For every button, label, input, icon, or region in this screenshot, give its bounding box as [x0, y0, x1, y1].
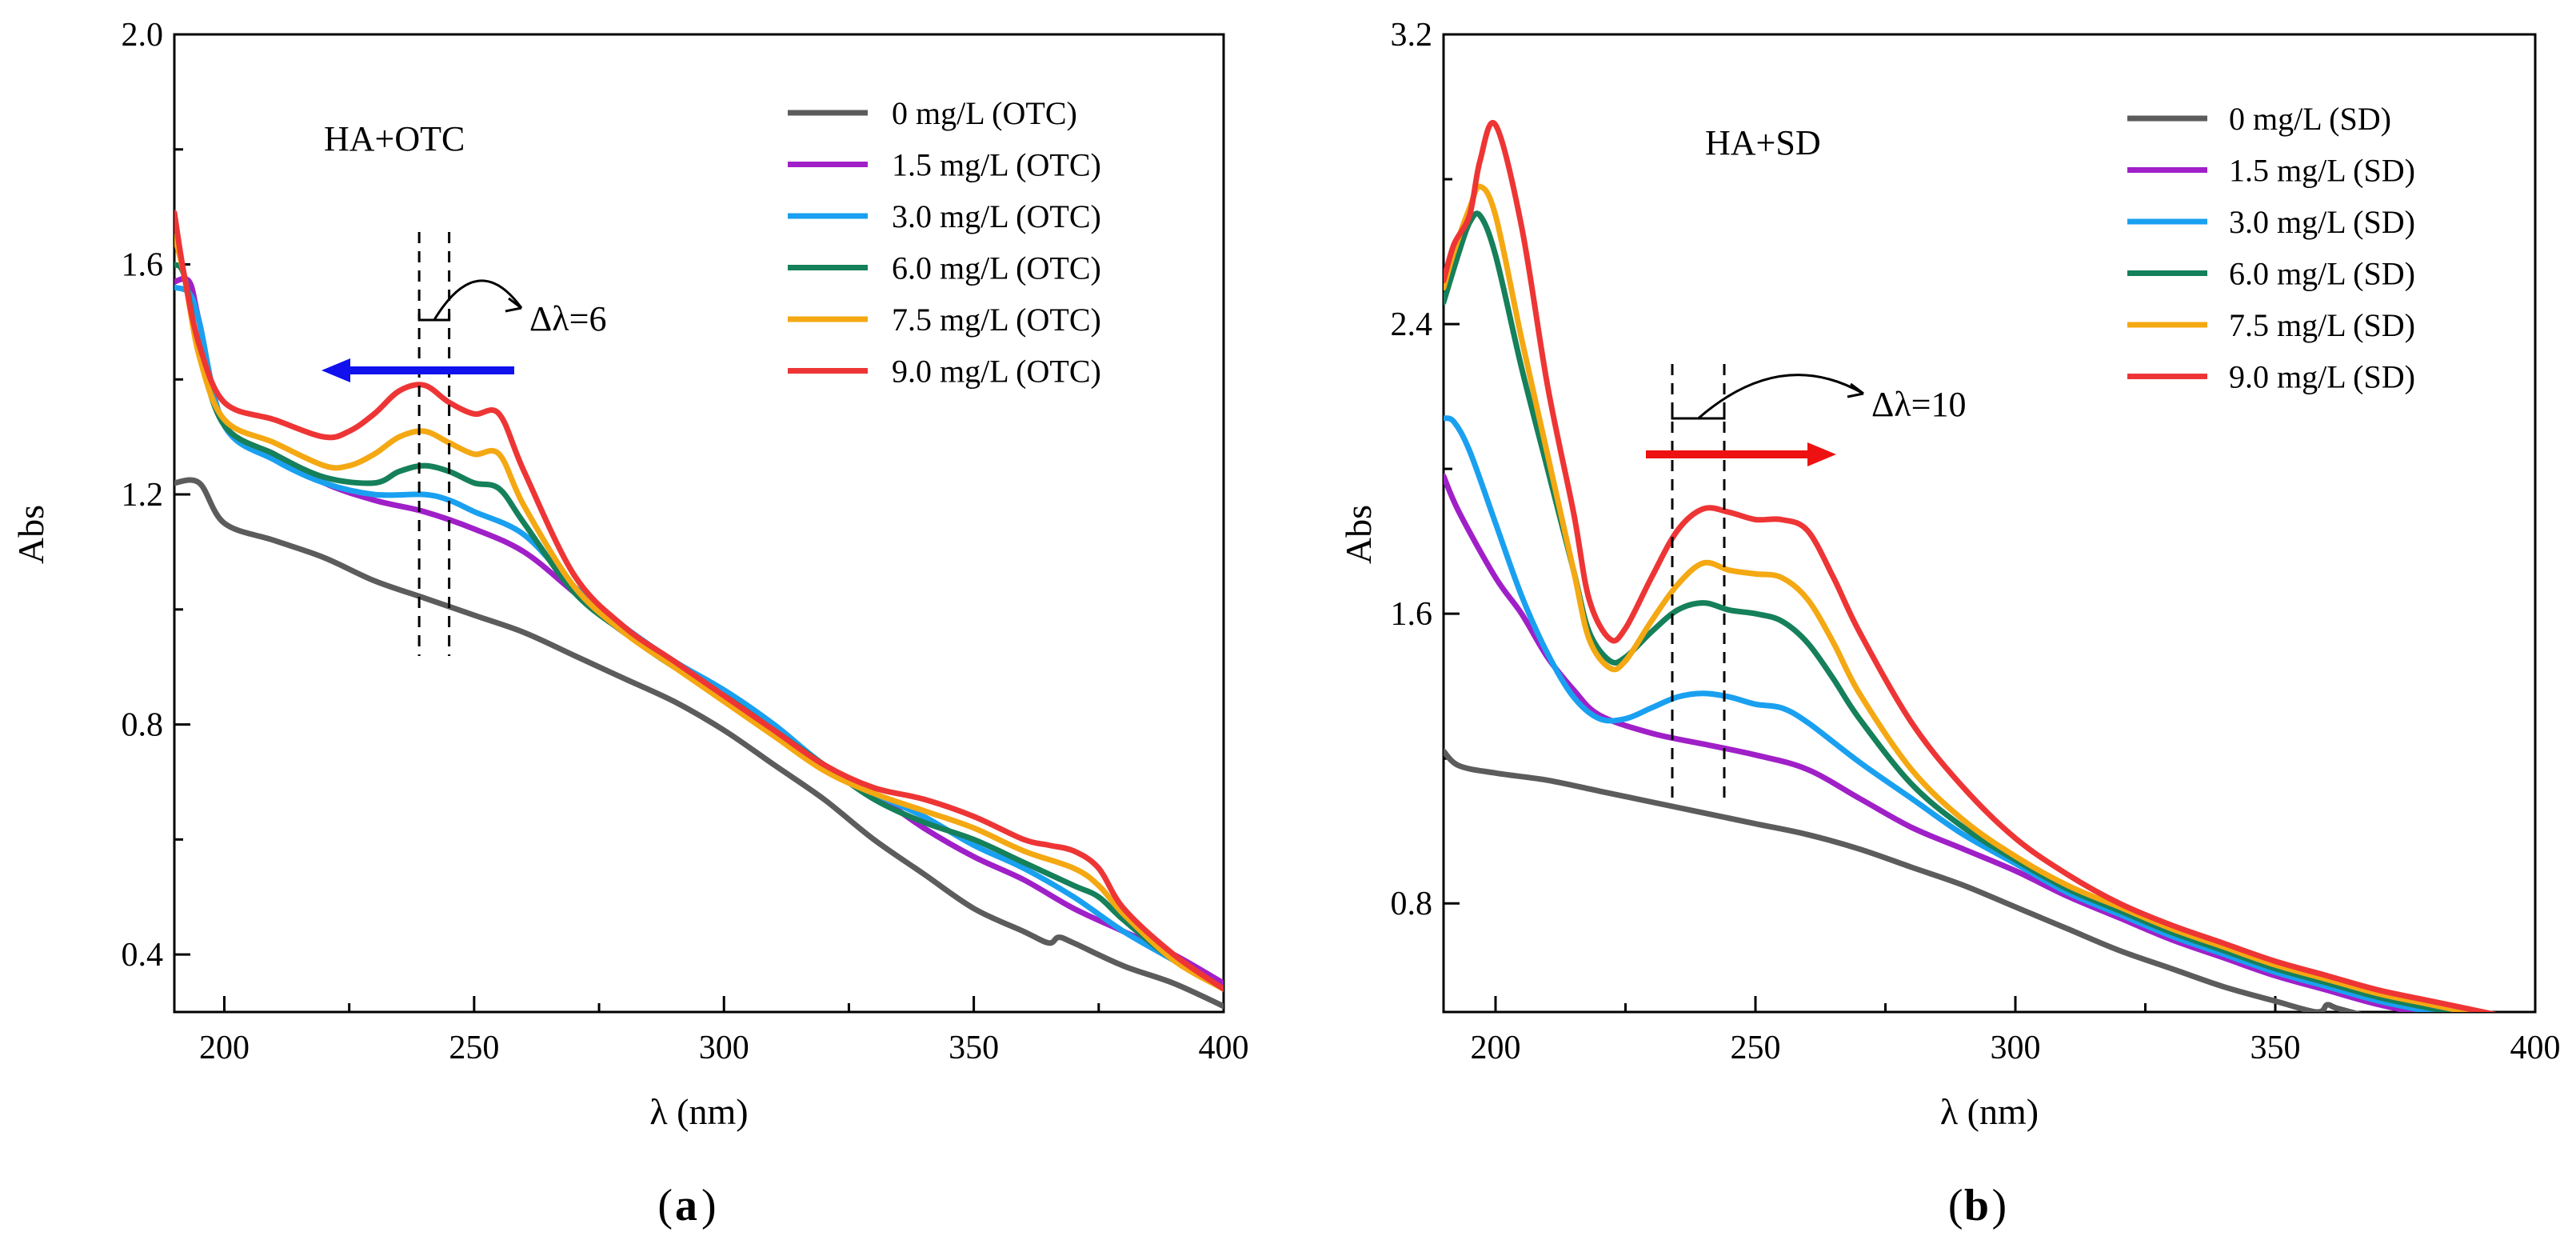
- y-tick-label: 0.4: [122, 937, 164, 974]
- legend-label: 7.5 mg/L (SD): [2229, 307, 2415, 343]
- sample-annotation: HA+OTC: [324, 119, 465, 158]
- series-lines: [1444, 119, 2498, 1012]
- series-line: [174, 233, 1224, 992]
- series-line: [1444, 210, 2462, 1012]
- x-tick-label: 250: [1731, 1030, 1781, 1066]
- legend-label: 1.5 mg/L (OTC): [892, 147, 1101, 183]
- legend-label: 3.0 mg/L (OTC): [892, 198, 1101, 234]
- series-line: [1444, 473, 2428, 1012]
- panel-a: 200 250 300 350 400 0.4 0.8 1.2 1.6 2.0 λ (nm) Abs 0…: [10, 17, 1249, 1230]
- y-tick-label: 0.8: [122, 707, 164, 744]
- series-line: [1444, 183, 2480, 1012]
- legend: 0 mg/L (SD) 1.5 mg/L (SD) 3.0 mg/L (SD) 6.0…: [2127, 101, 2415, 395]
- x-tick-label: 300: [699, 1030, 749, 1066]
- series-lines: [174, 210, 1224, 1010]
- legend-label: 1.5 mg/L (SD): [2229, 153, 2415, 189]
- shift-curve: [1697, 374, 1864, 420]
- panel-label-close: ): [1992, 1181, 2007, 1230]
- series-line: [1444, 748, 2362, 1012]
- x-tick-label: 200: [199, 1030, 250, 1066]
- plot-frame: [1442, 33, 2537, 1014]
- shift-curve-head: [1847, 382, 1864, 398]
- y-tick-label: 0.8: [1391, 886, 1433, 922]
- legend-label: 9.0 mg/L (SD): [2229, 359, 2415, 395]
- legend-label: 7.5 mg/L (OTC): [892, 302, 1101, 338]
- series-line: [174, 210, 1224, 992]
- panel-label-open: (: [657, 1181, 673, 1230]
- x-tick-label: 250: [449, 1030, 499, 1066]
- series-line: [1444, 415, 2446, 1012]
- shift-arrow-head: [322, 358, 350, 382]
- y-axis-title: Abs: [10, 505, 51, 564]
- panel-label-letter: b: [1964, 1181, 1989, 1230]
- x-tick-label: 200: [1471, 1030, 1521, 1066]
- shift-label: Δλ=10: [1871, 385, 1966, 424]
- y-tick-label: 2.4: [1391, 306, 1433, 343]
- x-axis-title: λ (nm): [649, 1091, 748, 1132]
- y-tick-label: 1.2: [122, 477, 164, 514]
- panel-label-open: (: [1948, 1181, 1963, 1230]
- y-tick-label: 2.0: [122, 17, 164, 54]
- legend-label: 0 mg/L (OTC): [892, 95, 1077, 131]
- series-line: [1444, 119, 2498, 1012]
- legend-label: 0 mg/L (SD): [2229, 101, 2391, 137]
- sample-annotation: HA+SD: [1705, 123, 1821, 162]
- y-tick-label: 1.6: [122, 247, 164, 284]
- shift-arrow-head: [1807, 442, 1836, 466]
- y-axis-title: Abs: [1338, 505, 1379, 564]
- x-tick-label: 300: [1991, 1030, 2041, 1066]
- x-tick-label: 400: [1199, 1030, 1249, 1066]
- panel-label-letter: a: [675, 1181, 697, 1230]
- shift-label: Δλ=6: [529, 299, 606, 338]
- shift-bracket: [417, 314, 451, 322]
- x-tick-label: 350: [949, 1030, 999, 1066]
- shift-curve: [433, 279, 523, 321]
- legend-label: 6.0 mg/L (SD): [2229, 256, 2415, 292]
- x-tick-label: 400: [2510, 1030, 2561, 1066]
- y-tick-label: 1.6: [1391, 596, 1433, 633]
- x-tick-label: 350: [2251, 1030, 2301, 1066]
- shift-curve-head: [505, 297, 522, 313]
- panel-b: 200 250 300 350 400 0.8 1.6 2.4 3.2 λ (nm) Abs 0 mg…: [1338, 17, 2561, 1230]
- plot-frame: [173, 33, 1225, 1014]
- panel-label-close: ): [701, 1181, 717, 1230]
- series-line: [174, 477, 1224, 1010]
- legend-label: 6.0 mg/L (OTC): [892, 250, 1101, 286]
- legend: 0 mg/L (OTC) 1.5 mg/L (OTC) 3.0 mg/L (OTC)…: [788, 95, 1101, 390]
- x-axis-title: λ (nm): [1940, 1091, 2039, 1132]
- legend-label: 3.0 mg/L (SD): [2229, 204, 2415, 240]
- legend-label: 9.0 mg/L (OTC): [892, 354, 1101, 390]
- y-tick-label: 3.2: [1391, 17, 1433, 54]
